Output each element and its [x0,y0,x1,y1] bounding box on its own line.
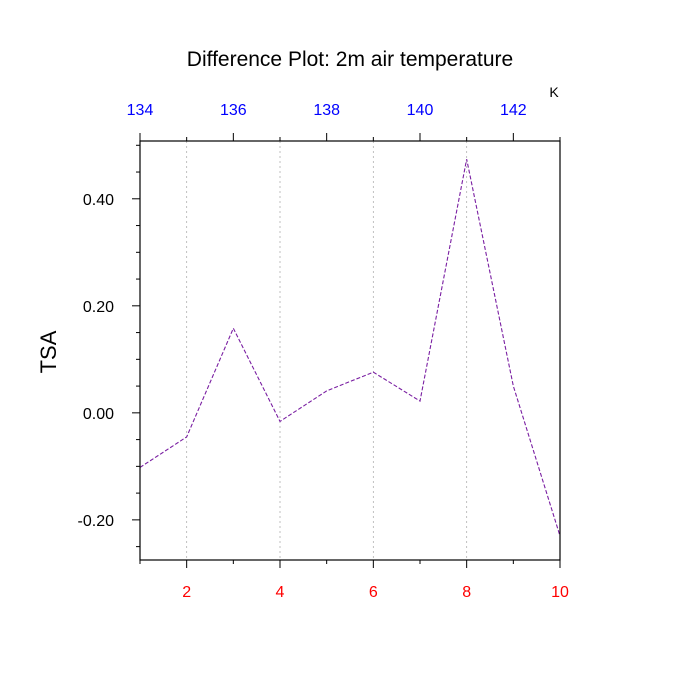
y-tick-label-0: -0.20 [78,513,115,530]
chart-title: Difference Plot: 2m air temperature [187,48,513,71]
top-tick-label-138: 138 [313,102,340,119]
top-tick-label-134: 134 [127,102,154,119]
x-tick-label-10: 10 [551,584,569,601]
top-tick-label-136: 136 [220,102,247,119]
axis-ticks [132,133,561,568]
y-tick-label-2: 0.20 [83,299,114,316]
series-line-0 [139,159,561,537]
series-layer [139,159,561,537]
y-tick-label-1: 0.00 [83,406,114,423]
x-tick-label-4: 4 [276,584,285,601]
grid-lines [186,141,468,560]
x-tick-label-8: 8 [462,584,471,601]
top-tick-label-140: 140 [407,102,434,119]
plot-frame [139,140,561,561]
top-tick-label-142: 142 [500,102,527,119]
tick-labels: 2 4 6 8 10 134 136 138 140 142 -0.20 0.00 0.20 0.40 [78,102,569,601]
y-tick-label-3: 0.40 [83,192,114,209]
units-label: K [549,84,559,100]
x-tick-label-2: 2 [182,584,191,601]
x-tick-label-6: 6 [369,584,378,601]
y-axis-label: TSA [36,330,61,373]
